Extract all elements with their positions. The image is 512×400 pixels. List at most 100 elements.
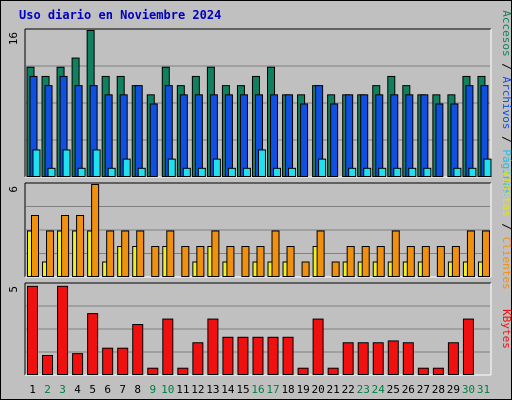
- panel-visits-scale-label: 6: [7, 186, 20, 193]
- bar-paginas: [107, 167, 116, 177]
- bar-archivos: [300, 103, 309, 177]
- bar-kbytes: [117, 347, 129, 376]
- bar-kbytes: [27, 285, 38, 376]
- bar-kbytes: [447, 342, 459, 375]
- bar-clientes: [226, 246, 235, 277]
- bar-clientes: [166, 230, 175, 277]
- bar-kbytes: [282, 336, 294, 375]
- bar-paginas: [273, 167, 282, 177]
- day-label: 8: [134, 383, 141, 396]
- bar-clientes: [61, 215, 70, 277]
- bar-kbytes: [312, 318, 324, 375]
- bar-archivos: [285, 94, 294, 177]
- panel-kbytes-scale-label: 5: [7, 286, 20, 293]
- bar-paginas: [288, 167, 297, 177]
- bar-paginas: [212, 158, 221, 177]
- bar-archivos: [465, 85, 474, 177]
- bar-clientes: [151, 246, 160, 277]
- bar-clientes: [376, 246, 385, 277]
- day-label: 29: [447, 383, 460, 396]
- bar-kbytes: [192, 342, 204, 375]
- bar-paginas: [227, 167, 236, 177]
- bar-kbytes: [72, 353, 84, 376]
- bar-paginas: [393, 167, 402, 177]
- day-label: 24: [372, 383, 386, 396]
- chart-title: Uso diario en Noviembre 2024: [19, 8, 221, 22]
- bar-archivos: [149, 103, 158, 177]
- bar-archivos: [420, 94, 429, 177]
- bar-paginas: [167, 158, 176, 177]
- bar-paginas: [62, 149, 71, 177]
- bar-clientes: [406, 246, 415, 277]
- legend-entry: Visitas: [500, 170, 512, 216]
- bar-clientes: [331, 261, 340, 277]
- bar-paginas: [408, 167, 417, 177]
- bar-archivos: [375, 94, 384, 177]
- bar-clientes: [361, 246, 370, 277]
- bar-kbytes: [87, 313, 99, 375]
- bar-paginas: [77, 167, 86, 177]
- day-label: 9: [149, 383, 156, 396]
- legend-kbytes: KBytes: [500, 309, 512, 349]
- bar-kbytes: [102, 347, 114, 376]
- day-label: 27: [417, 383, 430, 396]
- bar-clientes: [211, 230, 220, 277]
- bar-paginas: [318, 158, 327, 177]
- legend-separator: /: [500, 57, 512, 77]
- day-label: 10: [161, 383, 174, 396]
- day-label: 31: [477, 383, 490, 396]
- day-label: 11: [176, 383, 189, 396]
- bar-clientes: [31, 215, 39, 277]
- bar-kbytes: [147, 367, 159, 376]
- bar-archivos: [74, 85, 83, 177]
- day-label: 23: [357, 383, 370, 396]
- day-label: 26: [402, 383, 415, 396]
- bar-clientes: [91, 184, 100, 277]
- bar-archivos: [345, 94, 354, 177]
- bar-clientes: [196, 246, 205, 277]
- bar-kbytes: [432, 367, 444, 376]
- bar-archivos: [270, 94, 279, 177]
- bar-kbytes: [462, 318, 474, 375]
- legend-entry: Clientes: [500, 237, 512, 290]
- bar-clientes: [346, 246, 355, 277]
- bar-clientes: [241, 246, 250, 277]
- bar-kbytes: [342, 342, 354, 375]
- bar-paginas: [47, 167, 56, 177]
- chart-panels: [24, 28, 492, 376]
- bar-clientes: [391, 230, 400, 277]
- bar-archivos: [330, 103, 339, 177]
- bar-archivos: [450, 103, 459, 177]
- day-label: 15: [236, 383, 249, 396]
- day-label: 5: [89, 383, 96, 396]
- bar-archivos: [44, 85, 53, 177]
- bar-kbytes: [327, 367, 339, 376]
- legend-entry: KBytes: [500, 309, 512, 349]
- bar-paginas: [137, 167, 146, 177]
- bar-paginas: [182, 167, 191, 177]
- bar-kbytes: [387, 340, 399, 376]
- bar-archivos: [224, 94, 233, 177]
- bar-paginas: [453, 167, 462, 177]
- day-label: 4: [74, 383, 81, 396]
- day-label: 21: [327, 383, 340, 396]
- day-label: 7: [119, 383, 126, 396]
- bar-paginas: [92, 149, 101, 177]
- legend-separator: /: [500, 217, 512, 237]
- day-label: 22: [342, 383, 355, 396]
- bar-clientes: [421, 246, 430, 277]
- day-label: 16: [251, 383, 264, 396]
- legend-visits: Visitas / Clientes: [500, 170, 512, 289]
- bar-clientes: [76, 215, 85, 277]
- bar-kbytes: [42, 354, 54, 376]
- bar-clientes: [256, 246, 265, 277]
- bar-archivos: [179, 94, 188, 177]
- bar-paginas: [122, 158, 131, 177]
- bar-archivos: [360, 94, 369, 177]
- bar-clientes: [436, 246, 445, 277]
- bar-clientes: [106, 230, 115, 277]
- day-label: 17: [266, 383, 279, 396]
- bar-clientes: [271, 230, 280, 277]
- bar-clientes: [301, 261, 310, 277]
